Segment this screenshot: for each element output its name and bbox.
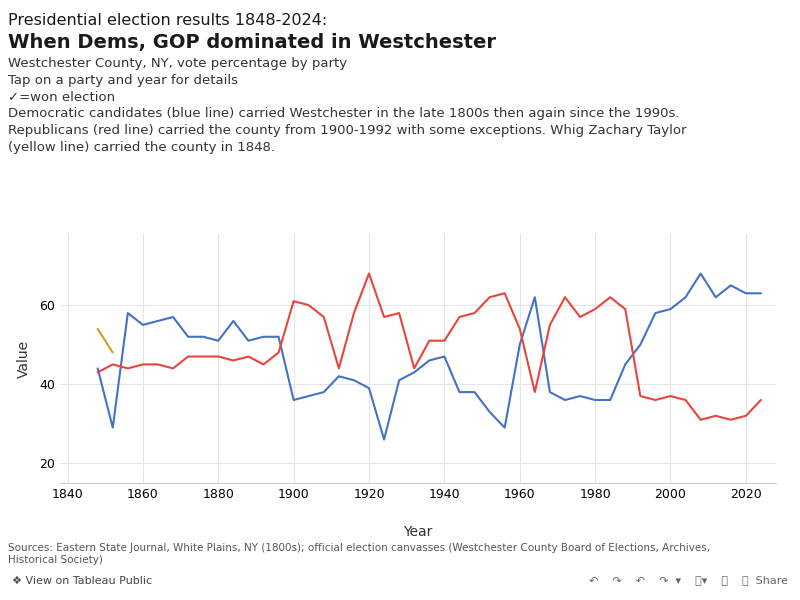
Text: Year: Year bbox=[403, 525, 433, 539]
Text: ↶    ↷    ↶    ↷  ▾    ⎘▾    ⎕    ⛓  Share: ↶ ↷ ↶ ↷ ▾ ⎘▾ ⎕ ⛓ Share bbox=[589, 575, 788, 586]
Text: Westchester County, NY, vote percentage by party: Westchester County, NY, vote percentage … bbox=[8, 57, 347, 70]
Text: Democratic candidates (blue line) carried Westchester in the late 1800s then aga: Democratic candidates (blue line) carrie… bbox=[8, 107, 679, 121]
Text: Republicans (red line) carried the county from 1900-1992 with some exceptions. W: Republicans (red line) carried the count… bbox=[8, 124, 686, 137]
Text: Tap on a party and year for details: Tap on a party and year for details bbox=[8, 74, 238, 87]
Y-axis label: Value: Value bbox=[17, 340, 31, 377]
Text: ✓=won election: ✓=won election bbox=[8, 91, 115, 104]
Text: Sources: Eastern State Journal, White Plains, NY (1800s); official election canv: Sources: Eastern State Journal, White Pl… bbox=[8, 543, 710, 565]
Text: Presidential election results 1848-2024:: Presidential election results 1848-2024: bbox=[8, 13, 327, 28]
Text: When Dems, GOP dominated in Westchester: When Dems, GOP dominated in Westchester bbox=[8, 33, 496, 52]
Text: (yellow line) carried the county in 1848.: (yellow line) carried the county in 1848… bbox=[8, 141, 275, 154]
Text: ❖ View on Tableau Public: ❖ View on Tableau Public bbox=[12, 575, 152, 586]
